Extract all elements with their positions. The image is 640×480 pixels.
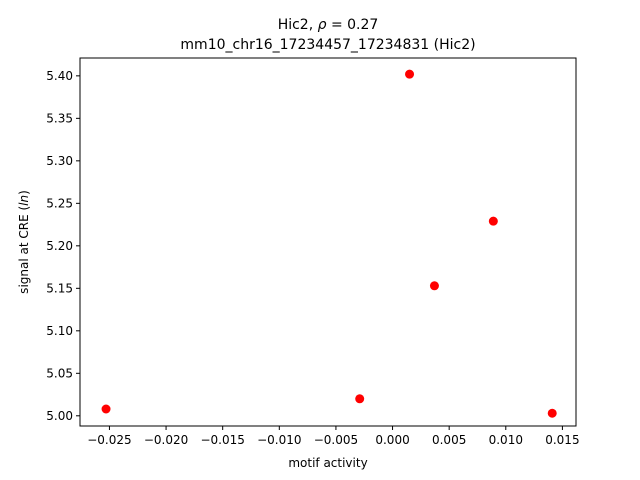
y-tick-label: 5.25 [46,196,73,210]
data-point [355,394,365,404]
x-tick-label: 0.005 [432,433,466,447]
x-tick-label: 0.015 [545,433,579,447]
y-tick-label: 5.10 [46,324,73,338]
x-tick-label: −0.025 [87,433,131,447]
chart-title: Hic2, ρ = 0.27 [278,17,379,33]
data-point [547,408,557,418]
y-tick-label: 5.05 [46,366,73,380]
y-tick-label: 5.35 [46,111,73,125]
x-axis-label: motif activity [288,456,367,470]
data-point [429,281,439,291]
y-axis-ticks: 5.00 5.05 5.10 5.15 5.20 5.25 5.30 5.35 5.40 [46,69,80,423]
x-axis-ticks: −0.025 −0.020 −0.015 −0.010 −0.005 0.000 0.005… [87,426,580,447]
x-tick-label: −0.015 [200,433,244,447]
x-tick-label: −0.005 [314,433,358,447]
y-tick-label: 5.30 [46,154,73,168]
x-tick-label: 0.010 [489,433,523,447]
data-point [488,216,498,226]
y-tick-label: 5.20 [46,239,73,253]
x-tick-label: 0.000 [375,433,409,447]
y-tick-label: 5.40 [46,69,73,83]
data-point [405,69,415,79]
plot-area-frame [79,57,577,427]
x-tick-label: −0.020 [144,433,188,447]
y-axis-label: signal at CRE (ln) [17,190,31,294]
data-points [101,69,557,418]
chart-subtitle: mm10_chr16_17234457_17234831 (Hic2) [180,37,475,53]
data-point [101,404,111,414]
y-tick-label: 5.15 [46,281,73,295]
y-tick-label: 5.00 [46,409,73,423]
x-tick-label: −0.010 [257,433,301,447]
